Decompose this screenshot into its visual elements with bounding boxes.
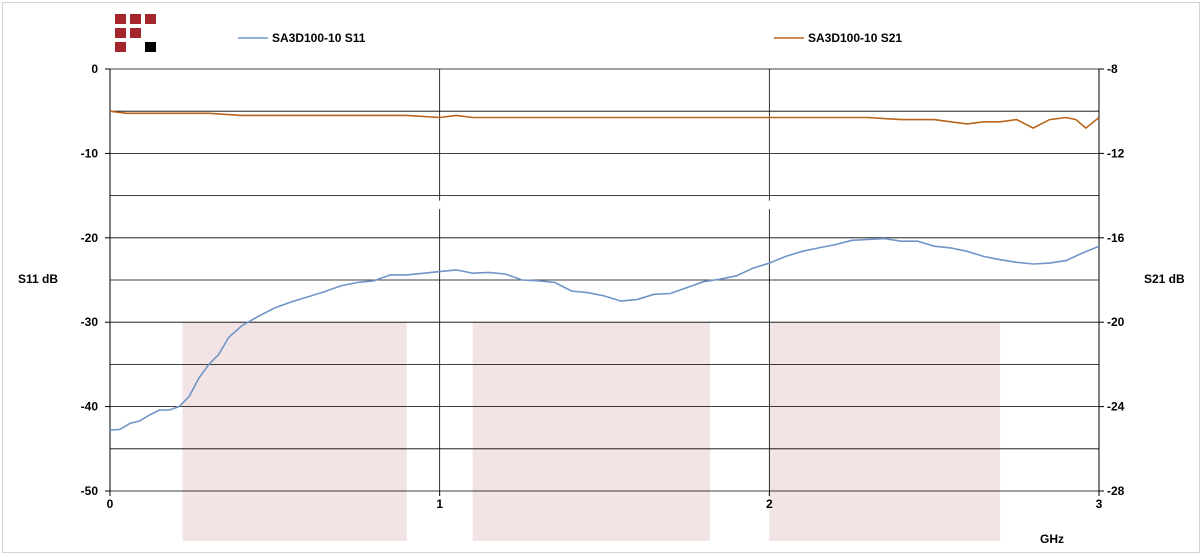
series-line-s11 [109, 237, 1100, 431]
series-layer [109, 110, 1100, 431]
y-tick-label: -10 [81, 146, 99, 160]
y-axis-title-left: S11 dB [18, 272, 58, 286]
logo-block-5 [115, 42, 126, 52]
company-logo-icon [115, 14, 156, 52]
legend-item-s21[interactable]: SA3D100-10 S21 [774, 31, 902, 45]
y2-tick-label: -16 [1107, 231, 1125, 245]
logo-block-6 [145, 42, 156, 52]
y-tick-label: 0 [91, 62, 98, 76]
ticks-layer: 0 1 2 3 0 -10 -20 -30 -40 -50 -8 -12 -16 -20 -24 -28 [81, 62, 1125, 511]
y-tick-label: -30 [81, 315, 99, 329]
y-tick-label: -20 [81, 231, 99, 245]
legend-label-s11: SA3D100-10 S11 [272, 31, 366, 45]
logo-block-1 [130, 14, 141, 24]
y-axis-title-right: S21 dB [1144, 272, 1185, 286]
shaded-band-2 [472, 322, 710, 541]
y2-tick-label: -12 [1107, 146, 1125, 160]
x-axis-title: GHz [1040, 532, 1064, 546]
series-line-s21 [109, 110, 1100, 130]
shaded-band-3 [769, 322, 1001, 541]
y2-tick-label: -28 [1107, 484, 1125, 498]
logo-block-0 [115, 14, 126, 24]
y2-tick-label: -20 [1107, 315, 1125, 329]
y2-tick-label: -24 [1107, 400, 1125, 414]
logo-block-4 [130, 28, 141, 38]
x-tick-label: 2 [766, 497, 773, 511]
y-tick-label: -50 [81, 484, 99, 498]
legend-item-s11[interactable]: SA3D100-10 S11 [238, 31, 366, 45]
logo-block-2 [145, 14, 156, 24]
x-tick-label: 3 [1096, 497, 1103, 511]
shaded-band-1 [182, 322, 407, 541]
y-tick-label: -40 [81, 400, 99, 414]
y2-tick-label: -8 [1107, 62, 1118, 76]
logo-block-3 [115, 28, 126, 38]
legend: SA3D100-10 S11 SA3D100-10 S21 [238, 31, 902, 45]
x-tick-label: 0 [107, 497, 114, 511]
bands-layer [182, 322, 1001, 541]
x-tick-label: 1 [436, 497, 443, 511]
grid-layer [109, 68, 1100, 492]
legend-label-s21: SA3D100-10 S21 [808, 31, 902, 45]
